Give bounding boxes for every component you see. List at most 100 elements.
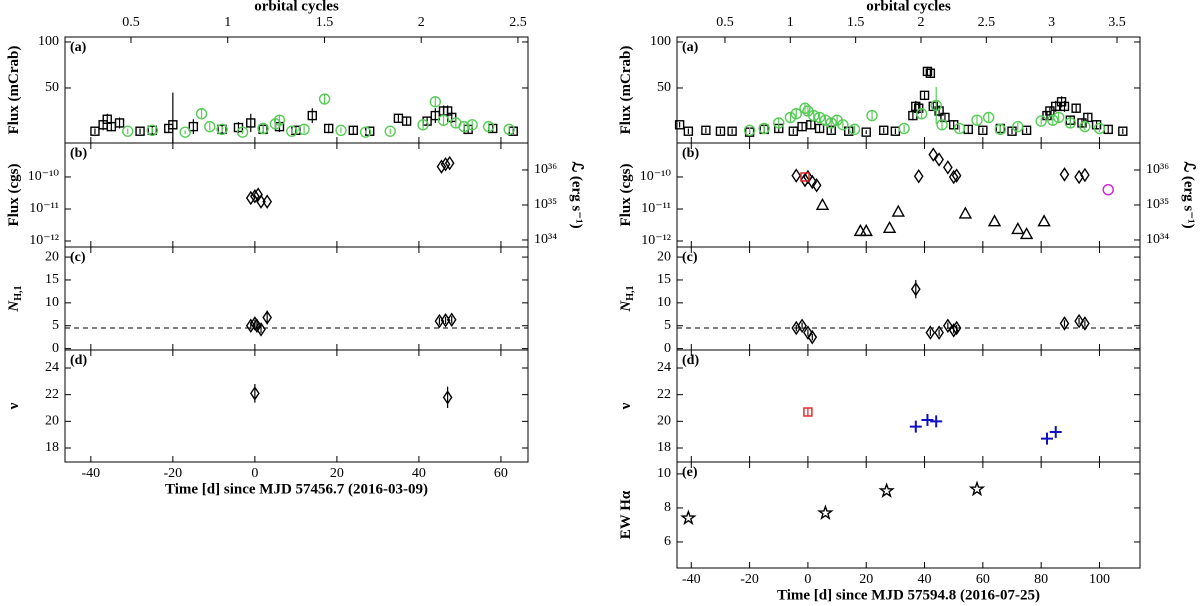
marker	[803, 407, 813, 417]
marker	[743, 124, 756, 137]
x-tick-label: 60	[976, 572, 990, 587]
y-tick-label: 10⁻¹²	[641, 233, 671, 248]
y-tick-label: 10	[657, 295, 671, 310]
marker	[1093, 122, 1106, 135]
y-tick-label: 10	[657, 466, 671, 481]
marker	[147, 125, 158, 136]
marker	[803, 169, 813, 185]
y-tick-label: 5	[52, 318, 59, 333]
marker	[252, 318, 262, 333]
y2-tick-label: 10³⁶	[1146, 162, 1169, 177]
y-tick-label: 5	[664, 318, 671, 333]
marker	[1118, 126, 1128, 136]
x-tick-label: 80	[1034, 572, 1048, 587]
marker	[808, 109, 820, 122]
marker	[1064, 117, 1077, 129]
x-tick-label: 0	[804, 572, 811, 587]
panel-frame	[676, 349, 1141, 463]
y-axis-label-main: Flux (mCrab)	[618, 46, 634, 135]
marker	[968, 480, 986, 497]
marker	[680, 509, 697, 526]
y-tick-label: 18	[657, 440, 671, 455]
marker	[978, 125, 988, 136]
y-tick-label: 100	[650, 34, 671, 49]
y-axis-label-main: ν	[6, 402, 22, 410]
marker	[943, 160, 953, 175]
marker	[683, 126, 694, 136]
top-tick-label: 3.5	[1108, 15, 1126, 30]
y-axis-label-main: EW Hα	[618, 490, 634, 539]
marker	[1059, 167, 1070, 182]
marker	[930, 99, 942, 112]
panel-frame	[64, 142, 529, 248]
top-tick-label: 1	[787, 15, 794, 30]
marker	[913, 169, 924, 184]
marker	[807, 329, 818, 345]
marker	[878, 482, 895, 498]
marker	[919, 90, 930, 101]
marker	[727, 126, 737, 136]
marker	[844, 126, 854, 136]
top-tick-label: 2	[418, 15, 425, 30]
marker	[866, 109, 878, 122]
x-tick-label: 100	[1089, 572, 1110, 587]
marker	[256, 322, 266, 337]
marker	[335, 124, 347, 137]
y-tick-label: 8	[664, 500, 671, 515]
y-tick-label: 0	[52, 341, 59, 356]
marker	[482, 120, 495, 133]
x-tick-label: 40	[918, 572, 932, 587]
y-axis-label: NH,1	[6, 285, 24, 312]
marker	[837, 119, 849, 131]
top-tick-label: 3	[1048, 15, 1055, 30]
y-axis-label: Flux (mCrab)	[6, 46, 22, 135]
marker	[815, 197, 830, 211]
y-tick-label: 18	[45, 440, 59, 455]
panel-frame	[676, 142, 1141, 248]
top-tick-label: 2	[917, 15, 924, 30]
y-axis-label: Flux (cgs)	[618, 164, 634, 227]
marker	[861, 127, 871, 137]
y-axis-label: EW Hα	[618, 490, 634, 539]
marker	[1047, 114, 1059, 126]
marker	[1059, 101, 1070, 112]
y-tick-label: 10	[45, 295, 59, 310]
marker	[503, 123, 515, 136]
marker	[269, 118, 282, 130]
marker	[921, 414, 934, 426]
y-axis-label-main: Flux (mCrab)	[6, 46, 22, 135]
marker	[814, 123, 825, 134]
marker	[1011, 221, 1025, 235]
top-tick-label: 2.5	[978, 15, 996, 30]
x-tick-label: -20	[164, 466, 183, 481]
marker	[799, 102, 811, 114]
marker	[951, 168, 962, 183]
marker	[1083, 112, 1093, 123]
panel-label: (b)	[70, 146, 87, 161]
marker	[298, 123, 310, 136]
panel-frame	[64, 246, 529, 351]
marker	[971, 114, 983, 126]
marker	[784, 111, 797, 124]
y-axis-label: NH,1	[618, 285, 636, 312]
x-axis-label: Time [d] since MJD 57456.7 (2016-03-09)	[165, 481, 428, 497]
marker	[819, 114, 832, 126]
marker	[1037, 214, 1051, 227]
panel-label: (e)	[682, 465, 698, 480]
marker	[195, 108, 208, 120]
marker	[936, 119, 948, 131]
marker	[359, 126, 372, 138]
panel-label: (c)	[70, 250, 86, 265]
marker	[466, 119, 478, 131]
y-tick-label: 20	[657, 249, 671, 264]
top-tick-label: 1.5	[316, 15, 334, 30]
marker	[168, 120, 178, 130]
marker	[817, 504, 834, 521]
marker	[1071, 103, 1081, 113]
y-axis-label-sub: H,1	[13, 285, 24, 300]
marker	[135, 126, 145, 136]
marker	[758, 122, 770, 135]
marker	[898, 122, 910, 135]
marker	[1040, 432, 1053, 445]
